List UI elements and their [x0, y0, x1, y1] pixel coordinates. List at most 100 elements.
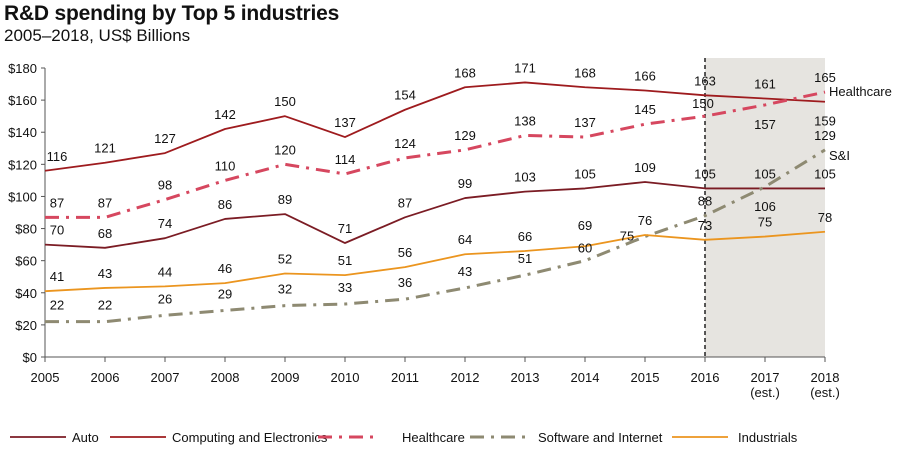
y-tick-label: $180 [8, 61, 37, 76]
series-line-industrials [44, 230, 826, 293]
data-label-healthcare: 137 [574, 115, 596, 130]
y-tick-label: $60 [15, 254, 37, 269]
data-label-computing-and-electronics: 168 [574, 65, 596, 80]
data-label-healthcare: 114 [335, 152, 356, 167]
data-label-software-and-internet: 129 [814, 128, 836, 143]
data-label-software-and-internet: 32 [278, 282, 292, 297]
y-tick-label: $0 [23, 350, 37, 365]
data-label-computing-and-electronics: 137 [334, 115, 356, 130]
x-tick-label: 2018 [811, 370, 840, 385]
legend-label-computing-and-electronics: Computing and Electronics [172, 430, 328, 445]
y-tick-label: $20 [15, 318, 37, 333]
data-label-healthcare: 124 [394, 136, 416, 151]
y-tick-label: $80 [15, 222, 37, 237]
data-label-auto: 105 [574, 166, 596, 181]
x-tick-label: 2014 [571, 370, 600, 385]
data-label-computing-and-electronics: 116 [47, 149, 68, 164]
data-label-computing-and-electronics: 127 [154, 131, 176, 146]
legend-label-healthcare: Healthcare [402, 430, 465, 445]
data-label-industrials: 64 [458, 232, 472, 247]
data-label-healthcare: 110 [215, 158, 236, 173]
data-label-auto: 71 [338, 221, 352, 236]
legend-label-auto: Auto [72, 430, 99, 445]
data-label-industrials: 76 [638, 213, 652, 228]
data-label-computing-and-electronics: 121 [94, 141, 116, 156]
data-label-computing-and-electronics: 150 [274, 94, 296, 109]
data-label-auto: 70 [50, 223, 64, 238]
legend-label-software-and-internet: Software and Internet [538, 430, 663, 445]
y-tick-label: $40 [15, 286, 37, 301]
data-label-industrials: 78 [818, 210, 832, 225]
data-label-computing-and-electronics: 142 [214, 107, 236, 122]
data-label-software-and-internet: 106 [754, 199, 776, 214]
data-label-auto: 99 [458, 176, 472, 191]
x-tick-label: 2011 [391, 370, 419, 385]
series-line-computing-and-electronics [44, 81, 826, 172]
data-label-healthcare: 138 [514, 113, 536, 128]
data-label-computing-and-electronics: 166 [634, 68, 656, 83]
series-line-healthcare [45, 90, 826, 219]
data-label-auto: 105 [754, 166, 776, 181]
data-label-healthcare: 87 [50, 195, 64, 210]
data-label-industrials: 52 [278, 252, 292, 267]
chart-title: R&D spending by Top 5 industries [4, 2, 340, 25]
data-label-healthcare: 157 [754, 117, 776, 132]
data-label-industrials: 69 [578, 218, 592, 233]
data-label-software-and-internet: 75 [620, 229, 634, 244]
series-line-software-and-internet [45, 148, 826, 324]
data-label-industrials: 51 [338, 253, 352, 268]
data-label-industrials: 66 [518, 229, 532, 244]
x-tick-label: 2006 [91, 370, 120, 385]
data-label-auto: 74 [158, 216, 172, 231]
data-label-healthcare: 98 [158, 178, 172, 193]
data-label-industrials: 43 [98, 266, 112, 281]
data-label-computing-and-electronics: 163 [694, 73, 716, 88]
x-tick-label: 2007 [151, 370, 180, 385]
x-tick-label: 2010 [331, 370, 360, 385]
legend-label-industrials: Industrials [738, 430, 798, 445]
y-tick-label: $160 [8, 93, 37, 108]
data-label-healthcare: 145 [634, 102, 656, 117]
data-label-auto: 109 [634, 160, 656, 175]
data-label-software-and-internet: 60 [578, 241, 592, 256]
end-label-healthcare: Healthcare [829, 84, 892, 99]
data-label-software-and-internet: 88 [698, 194, 712, 209]
x-tick-label: 2005 [31, 370, 60, 385]
data-label-healthcare: 120 [274, 142, 296, 157]
data-label-healthcare: 165 [814, 70, 836, 85]
chart-subtitle: 2005–2018, US$ Billions [4, 26, 191, 45]
y-tick-label: $140 [8, 125, 37, 140]
data-label-auto: 105 [694, 166, 716, 181]
data-label-auto: 86 [218, 197, 232, 212]
data-label-computing-and-electronics: 171 [514, 60, 536, 75]
data-label-software-and-internet: 22 [98, 298, 112, 313]
data-label-industrials: 73 [698, 218, 712, 233]
data-label-computing-and-electronics: 168 [454, 65, 476, 80]
data-label-software-and-internet: 29 [218, 286, 232, 301]
data-label-software-and-internet: 22 [50, 298, 64, 313]
series-line-auto [44, 181, 825, 249]
x-tick-label: 2008 [211, 370, 240, 385]
data-label-computing-and-electronics: 159 [814, 114, 836, 129]
data-label-auto: 89 [278, 192, 292, 207]
data-label-industrials: 75 [758, 215, 772, 230]
data-label-software-and-internet: 36 [398, 275, 412, 290]
data-label-industrials: 56 [398, 245, 412, 260]
data-label-healthcare: 150 [692, 96, 714, 111]
data-label-healthcare: 87 [98, 195, 112, 210]
x-tick-sublabel: (est.) [810, 385, 840, 400]
data-label-healthcare: 129 [454, 128, 476, 143]
x-tick-label: 2017 [751, 370, 780, 385]
data-label-software-and-internet: 33 [338, 280, 352, 295]
data-label-auto: 105 [814, 166, 836, 181]
x-tick-label: 2015 [631, 370, 660, 385]
data-label-software-and-internet: 26 [158, 291, 172, 306]
data-label-software-and-internet: 51 [518, 251, 532, 266]
x-tick-label: 2013 [511, 370, 540, 385]
x-tick-sublabel: (est.) [750, 385, 780, 400]
x-tick-label: 2012 [451, 370, 480, 385]
data-label-industrials: 41 [50, 269, 64, 284]
data-label-industrials: 46 [218, 261, 232, 276]
data-label-computing-and-electronics: 154 [394, 88, 416, 103]
